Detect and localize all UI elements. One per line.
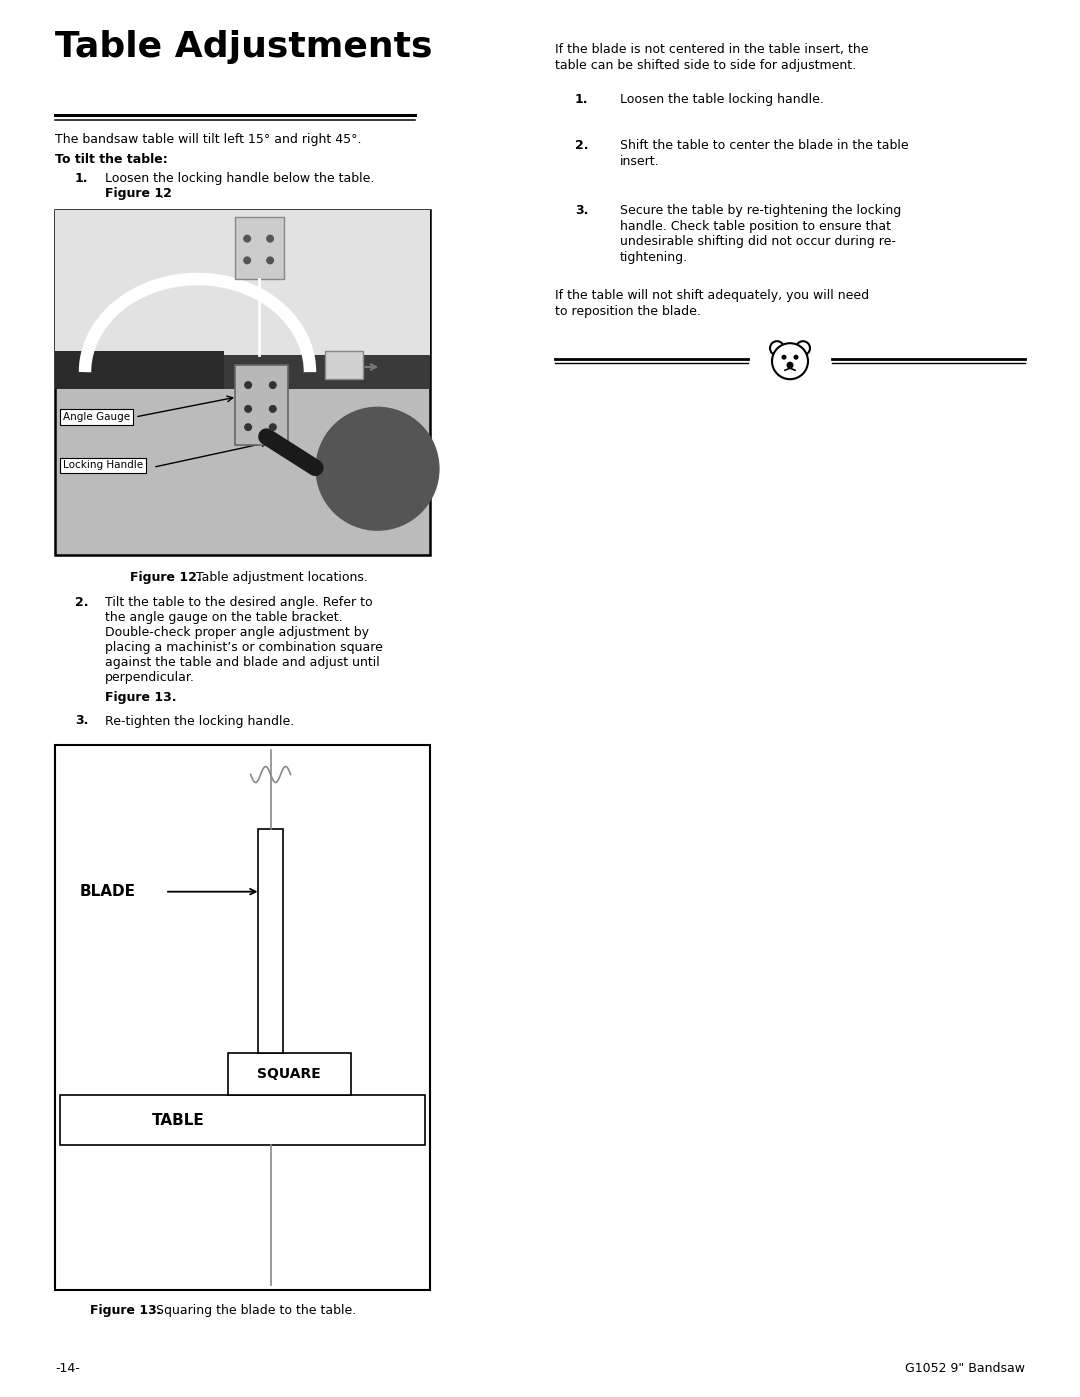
Circle shape (269, 381, 276, 390)
Text: 2.: 2. (75, 597, 89, 609)
Circle shape (244, 381, 252, 390)
Text: Table adjustment locations.: Table adjustment locations. (192, 571, 368, 584)
Text: Figure 12: Figure 12 (105, 187, 172, 201)
Bar (228, 1053, 351, 1095)
Text: table can be shifted side to side for adjustment.: table can be shifted side to side for ad… (555, 59, 856, 71)
Circle shape (770, 341, 784, 355)
Text: To tilt the table:: To tilt the table: (55, 154, 167, 166)
Circle shape (796, 341, 810, 355)
Text: G1052 9" Bandsaw: G1052 9" Bandsaw (905, 1362, 1025, 1375)
Text: Locking Handle: Locking Handle (63, 460, 144, 471)
Bar (55, 355, 430, 390)
Text: 3.: 3. (75, 714, 89, 728)
Text: to reposition the blade.: to reposition the blade. (555, 305, 701, 319)
Circle shape (269, 405, 276, 414)
Bar (55, 352, 224, 390)
Circle shape (243, 235, 252, 243)
Text: Figure 13.: Figure 13. (105, 692, 176, 704)
Text: Squaring the blade to the table.: Squaring the blade to the table. (152, 1303, 356, 1317)
Text: undesirable shifting did not occur during re-: undesirable shifting did not occur durin… (620, 235, 896, 249)
Text: SQUARE: SQUARE (257, 1067, 321, 1081)
Text: .: . (160, 187, 164, 201)
Circle shape (786, 362, 794, 369)
Text: tightening.: tightening. (620, 250, 688, 264)
Bar (235, 217, 284, 279)
Text: Re-tighten the locking handle.: Re-tighten the locking handle. (105, 714, 294, 728)
Text: 3.: 3. (575, 204, 589, 217)
Bar (60, 1095, 426, 1146)
Text: If the table will not shift adequately, you will need: If the table will not shift adequately, … (555, 289, 869, 302)
Text: insert.: insert. (620, 155, 660, 168)
Text: If the blade is not centered in the table insert, the: If the blade is not centered in the tabl… (555, 43, 868, 56)
Text: -14-: -14- (55, 1362, 80, 1375)
Text: 2.: 2. (575, 140, 589, 152)
Bar (55, 210, 430, 555)
Circle shape (244, 405, 252, 414)
Text: Figure 12.: Figure 12. (130, 571, 202, 584)
Text: Loosen the table locking handle.: Loosen the table locking handle. (620, 92, 824, 106)
Circle shape (243, 257, 252, 264)
Circle shape (772, 344, 808, 379)
Text: 1.: 1. (575, 92, 589, 106)
Text: 1.: 1. (75, 172, 89, 184)
Bar (325, 352, 363, 379)
Bar (55, 210, 430, 365)
Text: The bandsaw table will tilt left 15° and right 45°.: The bandsaw table will tilt left 15° and… (55, 133, 362, 147)
Circle shape (794, 355, 798, 359)
Bar (258, 828, 283, 1053)
Text: Loosen the locking handle below the table.: Loosen the locking handle below the tabl… (105, 172, 375, 184)
Circle shape (266, 257, 274, 264)
Text: Angle Gauge: Angle Gauge (63, 412, 130, 422)
Text: Tilt the table to the desired angle. Refer to
the angle gauge on the table brack: Tilt the table to the desired angle. Ref… (105, 597, 383, 685)
Text: BLADE: BLADE (80, 884, 136, 900)
Text: Figure 13.: Figure 13. (90, 1303, 162, 1317)
Text: Secure the table by re-tightening the locking: Secure the table by re-tightening the lo… (620, 204, 901, 217)
Circle shape (782, 355, 786, 359)
Text: Shift the table to center the blade in the table: Shift the table to center the blade in t… (620, 140, 908, 152)
Bar (235, 365, 287, 444)
Circle shape (244, 423, 252, 432)
Circle shape (315, 407, 440, 531)
Bar (55, 745, 430, 1289)
Text: Table Adjustments: Table Adjustments (55, 29, 432, 64)
Text: TABLE: TABLE (152, 1113, 205, 1127)
Circle shape (269, 423, 276, 432)
Text: handle. Check table position to ensure that: handle. Check table position to ensure t… (620, 219, 891, 233)
Circle shape (266, 235, 274, 243)
